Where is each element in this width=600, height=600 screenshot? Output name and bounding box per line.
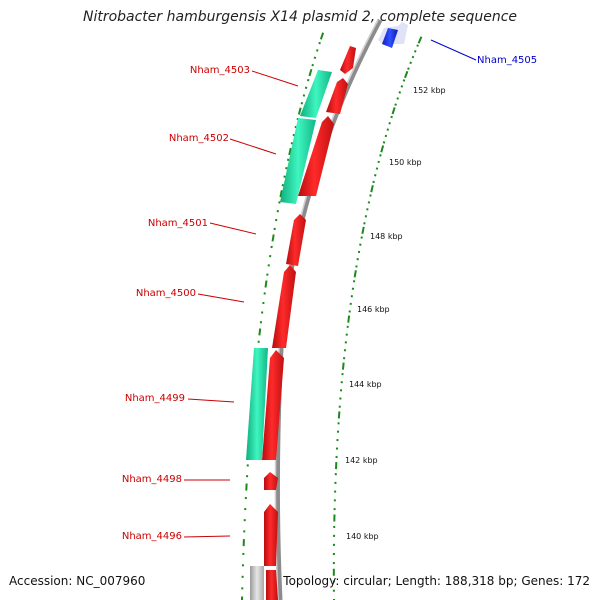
tick-mark [264, 280, 268, 288]
cds-arrow [286, 214, 306, 266]
tick-mark [288, 147, 292, 156]
ruler-labels: 152 kbp 150 kbp 148 kbp 146 kbp 144 kbp … [345, 86, 446, 541]
gene-label[interactable]: Nham_4502 [169, 133, 229, 144]
cds-arrow [340, 46, 356, 74]
tick-mark [337, 411, 341, 419]
map-title: Nitrobacter hamburgensis X14 plasmid 2, … [82, 9, 518, 25]
gene-label[interactable]: Nham_4498 [122, 474, 182, 485]
reverse-feature [280, 118, 316, 204]
ruler-label: 142 kbp [345, 456, 378, 465]
tick-mark [304, 86, 308, 90]
tick-mark [411, 55, 415, 59]
tick-mark [409, 61, 412, 65]
gene-label[interactable]: Nham_4499 [125, 393, 185, 404]
tick-mark [319, 32, 325, 40]
tick-mark [394, 103, 397, 106]
summary-text: Topology: circular; Length: 188,318 bp; … [283, 574, 590, 588]
tick-mark [258, 328, 262, 336]
tick-mark [398, 91, 402, 94]
tick-mark [386, 128, 390, 131]
ruler-label: 148 kbp [370, 232, 403, 241]
tick-mark [413, 49, 417, 53]
cds-arrow [262, 350, 284, 460]
tick-mark [307, 78, 310, 82]
tick-mark [384, 134, 388, 138]
tick-mark [377, 160, 380, 164]
ruler-label: 140 kbp [346, 532, 379, 541]
tick-mark [382, 141, 386, 144]
ruler-label: 150 kbp [389, 158, 422, 167]
gene-label[interactable]: Nham_4501 [148, 218, 208, 229]
tick-mark [279, 190, 283, 198]
tick-mark [308, 68, 313, 77]
tick-mark [416, 44, 419, 47]
cds-arrow [264, 472, 278, 490]
tick-mark [402, 79, 406, 82]
tick-mark [370, 185, 374, 193]
gene-labels: Nham_4505 Nham_4503 Nham_4502 Nham_4501 … [122, 55, 537, 542]
gene-label[interactable]: Nham_4503 [190, 65, 250, 76]
tick-mark [311, 63, 314, 67]
ruler-label: 152 kbp [413, 86, 446, 95]
tick-mark [400, 85, 404, 88]
tick-mark [313, 56, 317, 59]
reverse-feature [246, 348, 268, 460]
tick-mark [379, 154, 382, 157]
tick-mark [388, 122, 391, 125]
tick-mark [271, 234, 275, 242]
grey-feature [250, 566, 264, 600]
tick-mark [404, 70, 409, 79]
forward-cds-track [262, 46, 356, 600]
tick-mark [396, 97, 399, 100]
tick-mark [300, 102, 304, 105]
cds-arrow [298, 116, 334, 196]
reverse-feature-track [246, 70, 332, 460]
tick-mark [353, 270, 357, 278]
tick-mark [316, 49, 319, 52]
label-leaders [183, 39, 477, 538]
tick-mark [390, 115, 393, 119]
ruler-label: 144 kbp [349, 380, 382, 389]
inner-ruler-ring [332, 36, 423, 600]
tick-mark [361, 226, 365, 235]
cds-arrow [326, 78, 348, 114]
cds-arrow [266, 570, 278, 600]
tick-mark [297, 107, 302, 115]
cds-arrow [264, 504, 278, 566]
ruler-label: 146 kbp [357, 305, 390, 314]
accession-text: Accession: NC_007960 [9, 574, 146, 588]
tick-mark [318, 41, 321, 45]
tick-mark [407, 67, 410, 70]
cds-arrow [272, 265, 296, 348]
reverse-feature [300, 70, 332, 118]
tick-mark [341, 362, 345, 370]
gene-label[interactable]: Nham_4505 [477, 55, 537, 66]
tick-mark [417, 36, 423, 44]
gene-label[interactable]: Nham_4496 [122, 531, 182, 542]
gene-label[interactable]: Nham_4500 [136, 288, 196, 299]
tick-mark [391, 107, 396, 115]
tick-mark [302, 94, 306, 97]
tick-mark [380, 145, 385, 153]
highlight-blue-feature [378, 22, 408, 48]
tick-mark [347, 315, 351, 323]
